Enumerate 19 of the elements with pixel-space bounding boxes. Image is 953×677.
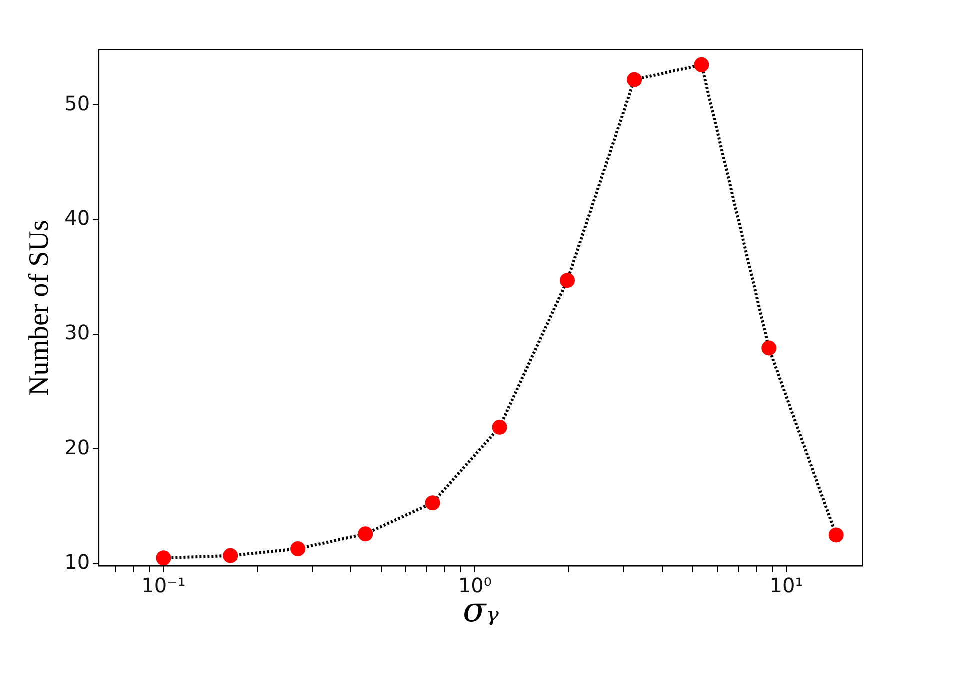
point: [762, 340, 777, 356]
point: [156, 550, 172, 566]
point: [223, 548, 238, 564]
point: [290, 541, 306, 556]
x-tick-label: 10⁻¹: [142, 573, 186, 598]
y-tick-label: 40: [64, 206, 90, 230]
point: [492, 420, 508, 435]
point: [627, 72, 642, 88]
point: [560, 273, 576, 288]
point: [694, 57, 710, 72]
point: [425, 496, 440, 511]
y-tick-label: 50: [64, 91, 90, 116]
y-tick-label: 30: [64, 320, 90, 345]
y-tick-label: 20: [64, 435, 90, 460]
point: [358, 526, 374, 542]
y-tick-label: 10: [64, 550, 90, 574]
point: [828, 528, 844, 543]
x-tick-label: 10¹: [770, 573, 804, 598]
y-axis-title: Number of SUs: [24, 220, 56, 396]
